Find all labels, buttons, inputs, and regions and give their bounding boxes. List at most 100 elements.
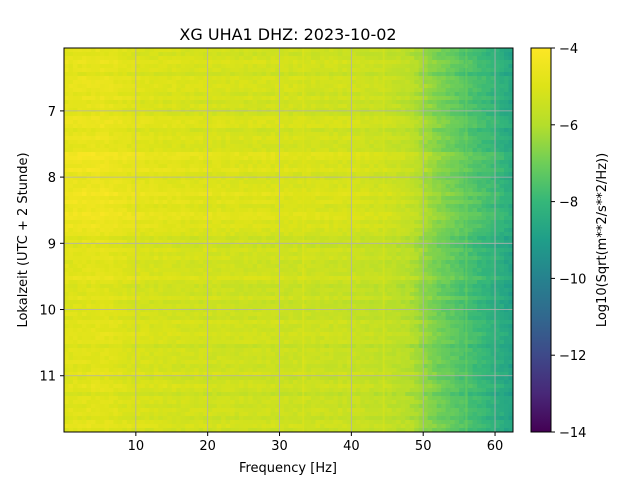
heatmap-cell bbox=[315, 132, 321, 137]
heatmap-cell bbox=[373, 104, 379, 109]
heatmap-cell bbox=[504, 136, 510, 141]
heatmap-cell bbox=[144, 212, 150, 217]
heatmap-cell bbox=[99, 220, 106, 225]
heatmap-cell bbox=[144, 112, 150, 117]
heatmap-cell bbox=[432, 84, 438, 89]
heatmap-cell bbox=[158, 140, 164, 145]
heatmap-cell bbox=[319, 156, 326, 161]
heatmap-cell bbox=[459, 244, 465, 249]
heatmap-cell bbox=[239, 200, 245, 205]
heatmap-cell bbox=[149, 52, 155, 57]
heatmap-cell bbox=[454, 120, 460, 125]
heatmap-cell bbox=[319, 184, 326, 189]
heatmap-cell bbox=[86, 72, 92, 77]
heatmap-cell bbox=[369, 184, 375, 189]
heatmap-cell bbox=[189, 232, 195, 237]
heatmap-cell bbox=[212, 188, 218, 193]
heatmap-cell bbox=[373, 52, 379, 57]
heatmap-cell bbox=[275, 184, 281, 189]
heatmap-cell bbox=[432, 216, 438, 221]
heatmap-cell bbox=[243, 60, 249, 65]
heatmap-cell bbox=[167, 160, 173, 165]
heatmap-cell bbox=[248, 240, 254, 245]
heatmap-cell bbox=[423, 136, 429, 141]
heatmap-cell bbox=[266, 180, 272, 185]
heatmap-cell bbox=[239, 136, 245, 141]
heatmap-cell bbox=[432, 148, 438, 153]
heatmap-cell bbox=[171, 176, 177, 181]
heatmap-cell bbox=[378, 84, 384, 89]
heatmap-cell bbox=[126, 68, 132, 73]
heatmap-cell bbox=[225, 180, 231, 185]
heatmap-cell bbox=[436, 92, 442, 97]
heatmap-cell bbox=[306, 136, 312, 141]
heatmap-cell bbox=[225, 56, 231, 61]
heatmap-cell bbox=[167, 84, 173, 89]
heatmap-cell bbox=[81, 136, 88, 141]
heatmap-cell bbox=[504, 120, 510, 125]
heatmap-cell bbox=[346, 200, 352, 205]
heatmap-cell bbox=[198, 212, 204, 217]
heatmap-cell bbox=[301, 56, 308, 61]
heatmap-cell bbox=[180, 60, 186, 65]
heatmap-cell bbox=[149, 196, 155, 201]
heatmap-cell bbox=[171, 212, 177, 217]
heatmap-cell bbox=[414, 152, 420, 157]
heatmap-cell bbox=[225, 168, 231, 173]
heatmap-cell bbox=[248, 144, 254, 149]
heatmap-cell bbox=[185, 156, 191, 161]
heatmap-cell bbox=[171, 200, 177, 205]
heatmap-cell bbox=[266, 124, 272, 129]
heatmap-cell bbox=[319, 128, 326, 133]
heatmap-cell bbox=[328, 132, 334, 137]
heatmap-cell bbox=[396, 164, 402, 169]
heatmap-cell bbox=[86, 200, 92, 205]
heatmap-cell bbox=[270, 72, 276, 77]
heatmap-cell bbox=[382, 96, 388, 101]
heatmap-cell bbox=[275, 216, 281, 221]
heatmap-cell bbox=[86, 192, 92, 197]
heatmap-cell bbox=[230, 144, 236, 149]
heatmap-cell bbox=[189, 168, 195, 173]
heatmap-cell bbox=[221, 152, 227, 157]
heatmap-cell bbox=[387, 224, 393, 229]
heatmap-cell bbox=[468, 116, 474, 121]
heatmap-cell bbox=[248, 172, 254, 177]
heatmap-cell bbox=[333, 132, 339, 137]
heatmap-cell bbox=[445, 164, 451, 169]
heatmap-cell bbox=[360, 148, 366, 153]
heatmap-cell bbox=[216, 232, 222, 237]
heatmap-cell bbox=[104, 216, 110, 221]
heatmap-cell bbox=[319, 124, 326, 129]
heatmap-cell bbox=[104, 164, 110, 169]
heatmap-cell bbox=[72, 236, 79, 241]
heatmap-cell bbox=[248, 204, 254, 209]
heatmap-cell bbox=[481, 96, 487, 101]
heatmap-cell bbox=[436, 80, 442, 85]
heatmap-cell bbox=[203, 144, 209, 149]
heatmap-cell bbox=[171, 188, 177, 193]
heatmap-cell bbox=[427, 204, 433, 209]
heatmap-cell bbox=[64, 232, 70, 237]
heatmap-cell bbox=[328, 60, 334, 65]
heatmap-cell bbox=[234, 216, 240, 221]
heatmap-cell bbox=[248, 196, 254, 201]
heatmap-cell bbox=[207, 80, 213, 85]
heatmap-cell bbox=[90, 108, 97, 113]
heatmap-cell bbox=[342, 100, 348, 105]
heatmap-cell bbox=[140, 212, 146, 217]
heatmap-cell bbox=[90, 64, 97, 69]
heatmap-cell bbox=[216, 68, 222, 73]
heatmap-cell bbox=[180, 108, 186, 113]
heatmap-cell bbox=[306, 88, 312, 93]
heatmap-cell bbox=[158, 96, 164, 101]
heatmap-cell bbox=[310, 100, 317, 105]
heatmap-cell bbox=[230, 164, 236, 169]
heatmap-cell bbox=[310, 192, 317, 197]
heatmap-cell bbox=[427, 72, 433, 77]
heatmap-cell bbox=[135, 212, 141, 217]
heatmap-cell bbox=[436, 148, 442, 153]
heatmap-cell bbox=[324, 84, 330, 89]
heatmap-cell bbox=[373, 196, 379, 201]
heatmap-cell bbox=[81, 48, 88, 53]
